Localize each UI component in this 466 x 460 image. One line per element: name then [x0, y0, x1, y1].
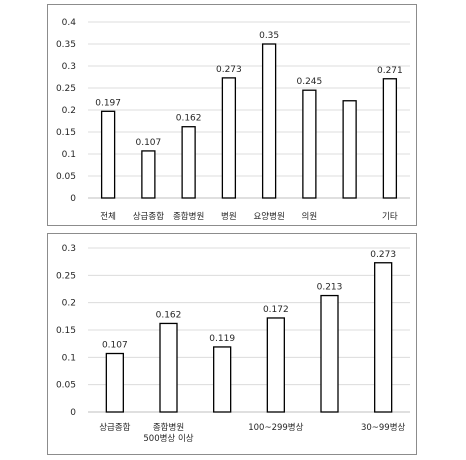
data-label: 0.35	[259, 31, 279, 41]
data-label: 0.162	[176, 114, 202, 124]
data-label: 0.107	[102, 341, 128, 351]
bar	[141, 150, 156, 199]
bar	[382, 78, 398, 199]
category-label: 기타	[382, 212, 398, 222]
y-tick-label: 0	[70, 194, 76, 204]
y-tick-label: 0	[70, 408, 76, 418]
bar	[374, 262, 393, 413]
category-label: 30~99병상	[361, 422, 406, 433]
data-label: 0.213	[317, 283, 343, 293]
y-tick-label: 0.3	[62, 62, 76, 72]
data-label: 0.107	[135, 138, 161, 148]
category-label: 의원	[302, 211, 318, 222]
bar	[221, 77, 237, 199]
chart-panel-top: 0 0.05 0.1 0.15 0.2 0.25 0.3 0.35 0.4 0.197 전체 0.10…	[47, 4, 417, 226]
y-tick-label: 0.15	[56, 326, 76, 336]
data-label: 0.273	[216, 65, 242, 75]
y-tick-label: 0.25	[56, 271, 76, 281]
y-tick-label: 0.1	[62, 353, 76, 363]
bar	[105, 352, 124, 413]
bar-chart-bottom: 0 0.05 0.1 0.15 0.2 0.25 0.3 0.107 상급종합 0.162 종합병원…	[56, 244, 410, 444]
category-label: 종합병원 500병상 이상	[143, 423, 193, 444]
bar	[266, 317, 285, 413]
bar	[342, 100, 357, 199]
data-label: 0.271	[377, 66, 403, 76]
chart-panel-bottom: 0 0.05 0.1 0.15 0.2 0.25 0.3 0.107 상급종합 0.162 종합병원…	[47, 233, 417, 455]
data-label: 0.162	[156, 310, 182, 320]
y-tick-label: 0.05	[56, 172, 76, 182]
bar	[159, 322, 178, 413]
data-label: 0.197	[95, 98, 121, 108]
y-tick-label: 0.05	[56, 381, 76, 391]
y-tick-label: 0.3	[62, 244, 76, 254]
bar	[181, 126, 196, 199]
category-label: 전체	[100, 211, 116, 222]
data-label: 0.273	[370, 250, 396, 260]
category-label: 상급종합	[99, 422, 130, 433]
data-label: 0.172	[263, 305, 289, 315]
data-label: 0.119	[209, 334, 235, 344]
y-tick-label: 0.15	[56, 128, 76, 138]
category-label: 종합병원	[173, 212, 204, 222]
y-tick-label: 0.2	[62, 106, 76, 116]
y-tick-label: 0.35	[56, 40, 76, 50]
y-tick-label: 0.2	[62, 299, 76, 309]
bar-chart-top: 0 0.05 0.1 0.15 0.2 0.25 0.3 0.35 0.4 0.197 전체 0.10…	[56, 18, 410, 222]
bar	[261, 43, 277, 199]
category-label: 요양병원	[253, 211, 284, 222]
data-label: 0.245	[296, 77, 322, 87]
y-tick-label: 0.1	[62, 150, 76, 160]
category-label: 100~299병상	[248, 422, 303, 433]
y-tick-label: 0.25	[56, 84, 76, 94]
bar	[100, 110, 116, 199]
bar	[320, 294, 339, 413]
y-tick-label: 0.4	[62, 18, 77, 28]
bar	[302, 89, 317, 199]
category-label: 병원	[221, 212, 237, 222]
bar	[213, 346, 232, 413]
category-label: 상급종합	[133, 211, 164, 222]
